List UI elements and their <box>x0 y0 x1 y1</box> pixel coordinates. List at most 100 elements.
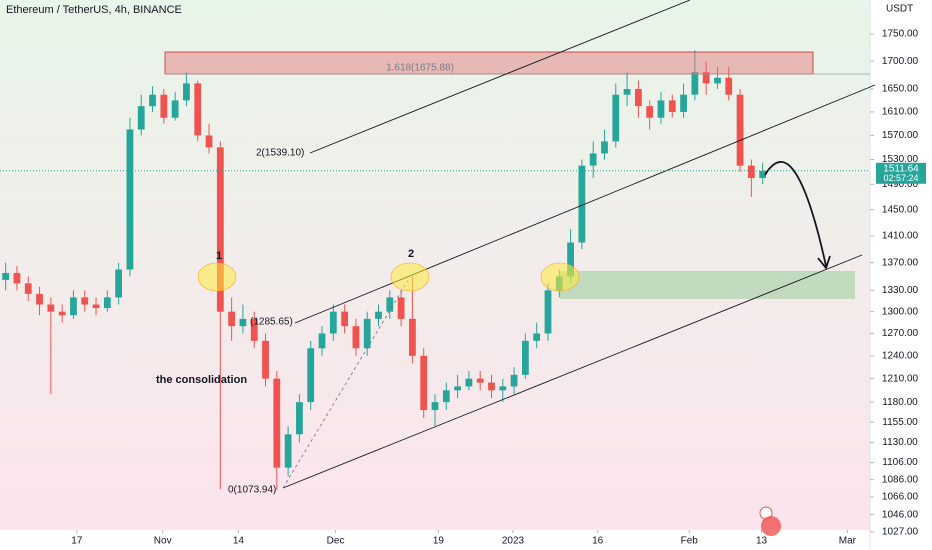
candle-body <box>714 77 721 84</box>
y-tick-label: 1086.00 <box>882 474 919 485</box>
x-tick-label: Feb <box>681 536 699 547</box>
candle-body <box>352 326 360 349</box>
candle-body <box>522 340 529 375</box>
y-tick-label: 1700.00 <box>882 56 919 67</box>
candle-body <box>420 355 428 411</box>
candle-body <box>499 386 507 391</box>
candle-body <box>454 386 461 391</box>
candle-body <box>409 318 416 356</box>
candle-body <box>397 297 405 319</box>
candle-body <box>183 83 190 101</box>
candle-body <box>736 94 744 166</box>
candle-body <box>759 170 767 179</box>
candle-body <box>363 318 371 349</box>
y-tick-label: 1270.00 <box>882 328 919 339</box>
icon <box>761 516 781 536</box>
candle-body <box>103 297 111 309</box>
candle-body <box>476 378 484 383</box>
fib-trend <box>282 276 411 489</box>
x-tick-label: 2023 <box>502 536 525 547</box>
plot-background <box>0 0 870 530</box>
candle-body <box>318 333 326 349</box>
candle-body <box>171 100 179 118</box>
forecast-arrow <box>764 161 827 267</box>
candle-body <box>24 283 32 294</box>
y-tick-label: 1410.00 <box>882 230 919 241</box>
y-tick-label: 1650.00 <box>882 84 919 95</box>
candle-body <box>13 272 21 284</box>
time-axis <box>0 530 870 550</box>
y-tick-label: 1180.00 <box>882 397 918 408</box>
annotation: the consolidation <box>156 374 247 386</box>
candle-body <box>657 100 665 118</box>
candle-body <box>589 153 597 166</box>
candle-body <box>36 293 43 305</box>
y-tick-label: 1450.00 <box>882 204 919 215</box>
x-tick-label: Nov <box>154 536 172 547</box>
candle-body <box>2 272 10 280</box>
candle-body <box>47 304 55 312</box>
annotation: (1285.65) <box>250 317 293 328</box>
last-price-label: 1511.64 <box>883 163 919 174</box>
x-tick-label: Mar <box>839 536 857 547</box>
chart-title: Ethereum / TetherUS, 4h, BINANCE <box>6 4 182 16</box>
candle-body <box>70 297 77 316</box>
candle-body <box>578 165 586 243</box>
candle-body <box>431 402 439 411</box>
y-tick-label: 1155.00 <box>882 417 918 428</box>
candle-body <box>58 311 66 316</box>
candle-body <box>250 318 258 341</box>
y-tick-label: 1210.00 <box>882 373 919 384</box>
x-tick-label: Dec <box>327 536 345 547</box>
candle-body <box>646 106 654 118</box>
y-tick-label: 1530.00 <box>882 154 919 165</box>
candle-body <box>273 378 281 468</box>
x-tick-label: 17 <box>71 536 83 547</box>
candle-body <box>634 89 642 107</box>
support-zone <box>560 271 855 299</box>
channel-lower <box>282 254 863 489</box>
annotation: 2 <box>408 248 414 260</box>
y-tick-label: 1106.00 <box>882 457 918 468</box>
annotation: 2(1539.10) <box>256 148 304 159</box>
candle-body <box>149 94 156 107</box>
resistance-zone <box>164 51 814 75</box>
candle-body <box>137 106 145 130</box>
candle-body <box>747 165 755 179</box>
candle-body <box>126 129 134 270</box>
candle-body <box>668 100 676 112</box>
candle-body <box>115 269 123 298</box>
candle-body <box>341 311 348 327</box>
y-tick-label: 1570.00 <box>882 130 919 141</box>
price-axis <box>870 0 932 550</box>
channel-upper <box>309 0 691 154</box>
candle-body <box>284 434 292 468</box>
y-tick-label: 1750.00 <box>882 29 919 40</box>
candle-body <box>205 135 213 148</box>
y-tick-label: 1130.00 <box>882 437 918 448</box>
annotation: 1 <box>216 250 222 262</box>
y-tick-label: 1610.00 <box>882 107 919 118</box>
candle-body <box>375 311 382 319</box>
candle-body <box>216 147 224 312</box>
candle-body <box>465 378 473 387</box>
candle-body <box>680 94 687 112</box>
highlight <box>540 262 580 292</box>
y-tick-label: 1066.00 <box>882 492 919 503</box>
candle-body <box>296 402 303 435</box>
x-tick-label: 19 <box>433 536 445 547</box>
y-tick-label: 1370.00 <box>882 257 919 268</box>
candle-body <box>612 94 620 142</box>
y-tick-label: 1240.00 <box>882 350 919 361</box>
annotation: 0(1073.94) <box>228 485 276 496</box>
candle-body <box>228 311 236 327</box>
candle-body <box>160 94 168 118</box>
candle-body <box>488 382 495 391</box>
y-tick-label: 1330.00 <box>882 285 919 296</box>
candle-body <box>92 304 100 309</box>
x-tick-label: 13 <box>756 536 768 547</box>
highlight <box>390 262 430 292</box>
candle-body <box>567 242 574 277</box>
y-tick-label: 1046.00 <box>882 509 919 520</box>
